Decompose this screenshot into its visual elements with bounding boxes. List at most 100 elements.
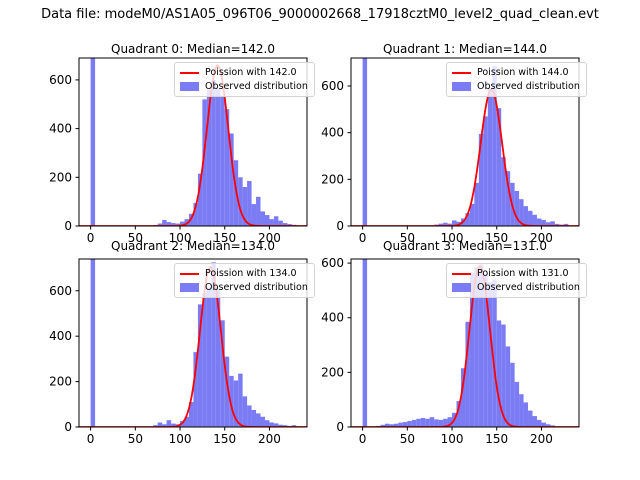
histogram-bar [514, 381, 520, 427]
x-tick-label: 0 [87, 231, 95, 245]
histogram-bar [496, 108, 502, 226]
legend-label: Poission with 131.0 [477, 268, 569, 279]
x-tick-label: 50 [400, 432, 415, 446]
y-tick-label: 0 [64, 219, 72, 233]
histogram-bar [554, 223, 560, 226]
x-tick-label: 50 [400, 231, 415, 245]
histogram-bar [166, 222, 172, 226]
histogram-bar [519, 199, 524, 226]
y-tick-label: 600 [321, 79, 344, 93]
histogram-bar [465, 321, 470, 427]
legend-quadrant-0: Poission with 142.0 Observed distributio… [174, 62, 315, 97]
histogram-bar [452, 220, 457, 226]
histogram-bar [157, 422, 163, 427]
y-tick-label: 400 [321, 126, 344, 140]
y-tick-label: 600 [49, 73, 72, 87]
histogram-bar [291, 425, 297, 427]
x-tick-label: 200 [530, 432, 553, 446]
histogram-bar [438, 419, 444, 427]
poisson-line-swatch [180, 272, 199, 275]
x-tick-label: 50 [128, 432, 143, 446]
histogram-bar [501, 157, 506, 226]
histogram-bar [434, 419, 439, 427]
legend-label: Observed distribution [477, 282, 580, 293]
histogram-bar [443, 222, 448, 226]
histogram-bar [384, 423, 390, 427]
histogram-bar [550, 221, 555, 226]
legend-item: Poission with 144.0 [452, 67, 580, 78]
histogram-patch-swatch [452, 283, 471, 292]
histogram-bar [184, 416, 189, 427]
histogram-bar [171, 223, 176, 226]
histogram-bar [519, 394, 524, 427]
legend-label: Observed distribution [205, 81, 308, 92]
legend-label: Poission with 134.0 [205, 268, 297, 279]
subplot-title-quadrant-2: Quadrant 2: Median=134.0 [111, 239, 275, 253]
histogram-bar [282, 425, 288, 427]
histogram-bar [496, 320, 502, 427]
histogram-bar [224, 109, 230, 226]
x-tick-label: 50 [128, 231, 143, 245]
x-tick-label: 200 [258, 432, 281, 446]
histogram-bar [273, 216, 279, 226]
histogram-bar [188, 402, 194, 427]
legend-item: Poission with 131.0 [452, 268, 580, 279]
histogram-bar [224, 356, 230, 427]
histogram-bar [206, 287, 212, 427]
legend-item: Observed distribution [452, 81, 580, 92]
y-tick-label: 200 [321, 365, 344, 379]
figure-title: Data file: modeM0/AS1A05_096T06_90000026… [41, 7, 599, 22]
histogram-bar [528, 410, 533, 427]
histogram-bar [398, 422, 403, 427]
histogram-bar [229, 375, 234, 427]
legend-item: Observed distribution [452, 282, 580, 293]
histogram-bar [211, 262, 216, 427]
histogram-bar [247, 405, 252, 427]
y-tick-label: 200 [49, 375, 72, 389]
histogram-bar [90, 58, 96, 226]
poisson-curve [351, 88, 579, 226]
y-tick-label: 400 [321, 311, 344, 325]
histogram-bar [545, 424, 551, 427]
histogram-bar [563, 223, 569, 226]
axes-border [78, 258, 308, 428]
histogram-patch-swatch [452, 82, 471, 91]
histogram-bar [447, 223, 453, 226]
observed-distribution-bars [90, 58, 297, 226]
histogram-bar [211, 79, 216, 226]
histogram-bar [282, 223, 288, 226]
histogram-bar [469, 272, 475, 427]
histogram-bar [523, 402, 529, 427]
y-tick-label: 400 [49, 329, 72, 343]
histogram-bar [456, 401, 461, 427]
histogram-bar [483, 116, 488, 226]
histogram-patch-swatch [180, 283, 199, 292]
histogram-bar [487, 88, 493, 226]
histogram-bar [416, 418, 421, 427]
histogram-bar [407, 420, 412, 427]
histogram-bar [90, 259, 96, 427]
y-tick-label: 0 [336, 219, 344, 233]
histogram-bar [362, 259, 368, 427]
histogram-bar [505, 346, 511, 427]
observed-distribution-bars [362, 58, 569, 226]
histogram-bar [197, 304, 203, 427]
histogram-bar [193, 202, 198, 226]
histogram-bar [202, 99, 207, 226]
histogram-bar [483, 274, 488, 427]
y-tick-label: 600 [321, 256, 344, 270]
histogram-bar [193, 352, 198, 427]
y-tick-label: 200 [49, 170, 72, 184]
histogram-patch-swatch [180, 82, 199, 91]
x-tick-label: 150 [213, 432, 236, 446]
poisson-line-swatch [180, 71, 199, 74]
histogram-bar [389, 424, 394, 427]
histogram-bar [541, 422, 546, 427]
histogram-bar [251, 204, 257, 226]
histogram-bar [175, 223, 181, 226]
histogram-bar [220, 96, 225, 226]
histogram-bar [197, 173, 203, 226]
histogram-bar [501, 324, 506, 427]
histogram-bar [180, 221, 185, 226]
y-tick-label: 600 [49, 284, 72, 298]
